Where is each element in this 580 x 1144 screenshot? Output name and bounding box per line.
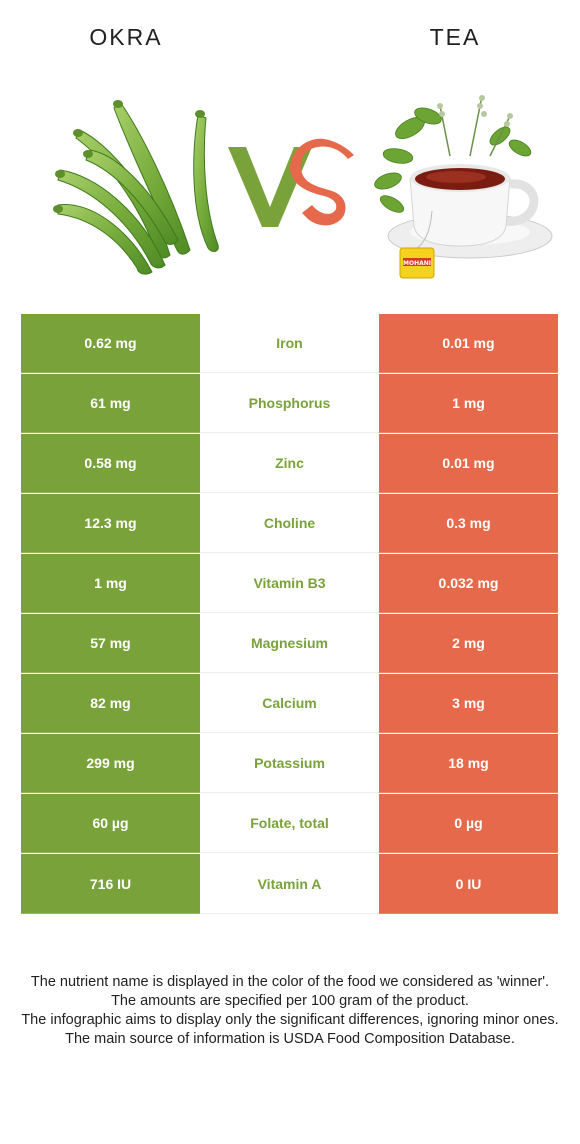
table-row: 82 mg Calcium 3 mg (21, 674, 558, 734)
nutrient-name: Calcium (200, 674, 379, 733)
table-row: 61 mg Phosphorus 1 mg (21, 374, 558, 434)
nutrient-name: Phosphorus (200, 374, 379, 433)
table-row: 12.3 mg Choline 0.3 mg (21, 494, 558, 554)
okra-value: 60 µg (21, 794, 200, 853)
tea-value: 0.01 mg (379, 314, 558, 373)
okra-value: 1 mg (21, 554, 200, 613)
tea-value: 0.032 mg (379, 554, 558, 613)
footnote: The nutrient name is displayed in the co… (20, 973, 560, 1049)
nutrient-name: Iron (200, 314, 379, 373)
table-row: 716 IU Vitamin A 0 IU (21, 854, 558, 914)
okra-value: 12.3 mg (21, 494, 200, 553)
tea-value: 2 mg (379, 614, 558, 673)
nutrient-name: Magnesium (200, 614, 379, 673)
left-food-title: OKRA (89, 24, 163, 50)
tea-value: 18 mg (379, 734, 558, 793)
okra-value: 57 mg (21, 614, 200, 673)
tea-cup-image: MOHANI (374, 95, 553, 279)
vs-letter-s (290, 138, 354, 226)
tea-value: 0.01 mg (379, 434, 558, 493)
table-row: 0.62 mg Iron 0.01 mg (21, 314, 558, 374)
okra-value: 716 IU (21, 854, 200, 914)
right-food-title: TEA (429, 24, 481, 50)
tea-value: 1 mg (379, 374, 558, 433)
footnote-line: The infographic aims to display only the… (21, 1012, 559, 1028)
nutrient-name: Folate, total (200, 794, 379, 853)
table-row: 57 mg Magnesium 2 mg (21, 614, 558, 674)
nutrient-name: Potassium (200, 734, 379, 793)
nutrient-name: Vitamin A (200, 854, 379, 914)
okra-value: 0.62 mg (21, 314, 200, 373)
okra-value: 61 mg (21, 374, 200, 433)
nutrient-name: Vitamin B3 (200, 554, 379, 613)
table-row: 60 µg Folate, total 0 µg (21, 794, 558, 854)
okra-value: 0.58 mg (21, 434, 200, 493)
tea-value: 0 IU (379, 854, 558, 914)
footnote-line: The main source of information is USDA F… (65, 1031, 515, 1047)
vs-label (228, 138, 354, 227)
tea-tag-label: MOHANI (403, 260, 431, 267)
footnote-line: The amounts are specified per 100 gram o… (111, 993, 469, 1009)
tea-value: 0.3 mg (379, 494, 558, 553)
footnote-line: The nutrient name is displayed in the co… (30, 974, 550, 990)
table-row: 0.58 mg Zinc 0.01 mg (21, 434, 558, 494)
okra-pods-image (53, 100, 219, 275)
tea-value: 3 mg (379, 674, 558, 733)
table-row: 299 mg Potassium 18 mg (21, 734, 558, 794)
tea-value: 0 µg (379, 794, 558, 853)
nutrient-comparison-table: 0.62 mg Iron 0.01 mg 61 mg Phosphorus 1 … (21, 314, 558, 914)
okra-value: 82 mg (21, 674, 200, 733)
nutrient-name: Choline (200, 494, 379, 553)
nutrient-name: Zinc (200, 434, 379, 493)
table-row: 1 mg Vitamin B3 0.032 mg (21, 554, 558, 614)
okra-value: 299 mg (21, 734, 200, 793)
